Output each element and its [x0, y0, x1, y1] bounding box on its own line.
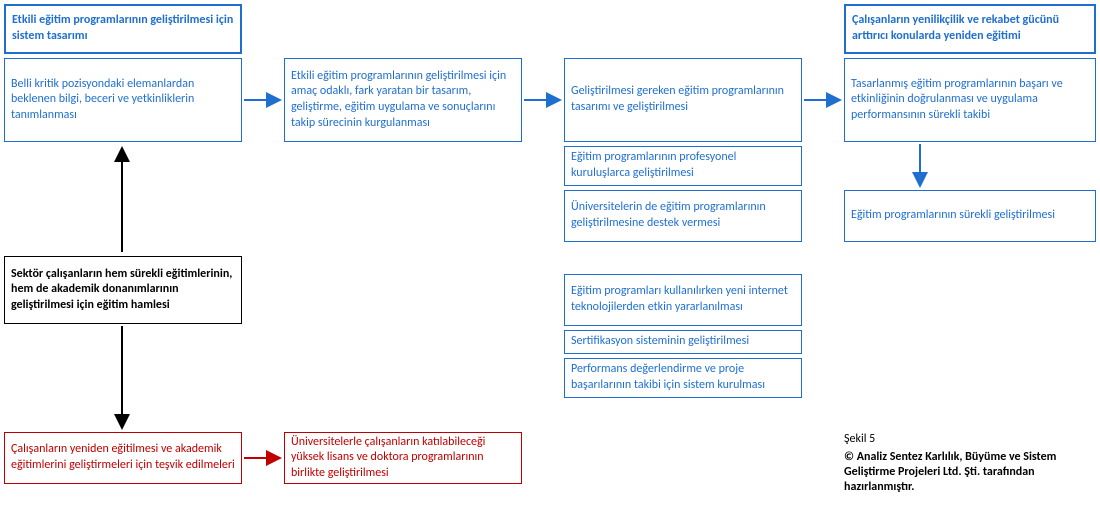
c3-r6-text: Performans değerlendirme ve proje başarı…	[571, 362, 795, 393]
c3-r2-text: Eğitim programlarının profesyonel kurulu…	[571, 150, 795, 181]
arrow-c3-c4	[802, 92, 844, 108]
c1-r1-text: Belli kritik pozisyondaki elemanlardan b…	[11, 77, 235, 124]
c1-center: Sektör çalışanların hem sürekli eğitimle…	[4, 256, 242, 324]
credit-text: © Analiz Sentez Karlılık, Büyüme ve Sist…	[844, 450, 1056, 494]
c1-r1: Belli kritik pozisyondaki elemanlardan b…	[4, 58, 242, 142]
c3-r1: Geliştirilmesi gereken eğitim programlar…	[564, 58, 802, 142]
c3-r3: Üniversitelerin de eğitim programlarının…	[564, 190, 802, 242]
figure-label: Şekil 5	[844, 432, 1096, 446]
c3-r3-text: Üniversitelerin de eğitim programlarının…	[571, 200, 795, 231]
c3-r1-text: Geliştirilmesi gereken eğitim programlar…	[571, 84, 795, 115]
c1-bottom-text: Çalışanların yeniden eğitilmesi ve akade…	[11, 442, 235, 473]
c3-r2: Eğitim programlarının profesyonel kurulu…	[564, 146, 802, 186]
arrow-c2-c3	[522, 92, 564, 108]
c2-bottom-text: Üniversitelerle çalışanların katılabilec…	[291, 435, 515, 482]
figure-label-text: Şekil 5	[844, 432, 875, 446]
c1-center-text: Sektör çalışanların hem sürekli eğitimle…	[11, 267, 235, 314]
c2-bottom: Üniversitelerle çalışanların katılabilec…	[284, 432, 522, 484]
col4-header: Çalışanların yenilikçilik ve rekabet güc…	[844, 4, 1096, 54]
col1-header-text: Etkili eğitim programlarının geliştirilm…	[12, 13, 234, 44]
arrow-c4-down	[912, 142, 928, 190]
arrow-down-black	[114, 324, 130, 432]
c1-bottom: Çalışanların yeniden eğitilmesi ve akade…	[4, 432, 242, 484]
c3-r5: Sertifikasyon sisteminin geliştirilmesi	[564, 330, 802, 354]
c4-r1: Tasarlanmış eğitim programlarının başarı…	[844, 58, 1096, 142]
c4-r1-text: Tasarlanmış eğitim programlarının başarı…	[851, 77, 1089, 124]
c3-r4: Eğitim programları kullanılırken yeni in…	[564, 274, 802, 326]
col4-header-text: Çalışanların yenilikçilik ve rekabet güc…	[852, 13, 1088, 44]
arrow-c1-c2	[242, 92, 284, 108]
arrow-red-right	[242, 450, 284, 466]
c3-r6: Performans değerlendirme ve proje başarı…	[564, 358, 802, 398]
arrow-up-black	[114, 144, 130, 256]
c4-r3: Eğitim programlarının sürekli geliştiril…	[844, 190, 1096, 242]
c4-r3-text: Eğitim programlarının sürekli geliştiril…	[851, 208, 1055, 224]
col1-header: Etkili eğitim programlarının geliştirilm…	[4, 4, 242, 54]
c2-r1: Etkili eğitim programlarının geliştirilm…	[284, 58, 522, 142]
c2-r1-text: Etkili eğitim programlarının geliştirilm…	[291, 69, 515, 131]
credit: © Analiz Sentez Karlılık, Büyüme ve Sist…	[844, 450, 1096, 495]
c3-r5-text: Sertifikasyon sisteminin geliştirilmesi	[571, 334, 749, 350]
c3-r4-text: Eğitim programları kullanılırken yeni in…	[571, 284, 795, 315]
